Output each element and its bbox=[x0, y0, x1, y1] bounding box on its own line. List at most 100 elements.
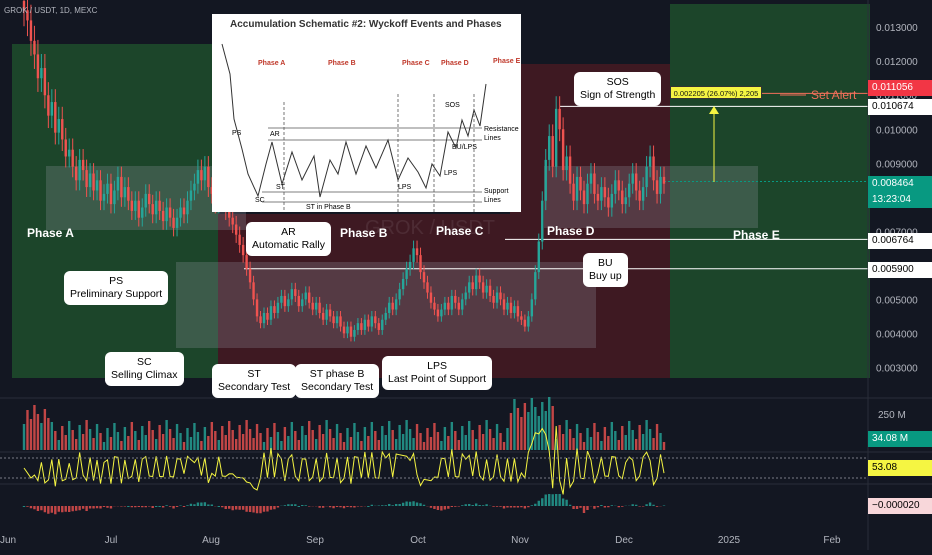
macd-bar bbox=[381, 505, 383, 506]
volume-bar bbox=[576, 424, 578, 450]
callout-lps-text: Last Point of Support bbox=[388, 373, 486, 386]
callout-ar[interactable]: AR Automatic Rally bbox=[246, 222, 331, 256]
candle-body bbox=[96, 180, 98, 190]
macd-bar bbox=[513, 506, 515, 508]
macd-bar bbox=[82, 506, 84, 509]
volume-bar bbox=[190, 437, 192, 450]
volume-bar bbox=[419, 433, 421, 450]
candle-body bbox=[273, 306, 275, 313]
y-tick-label: 0.010000 bbox=[876, 125, 918, 136]
volume-bar bbox=[597, 432, 599, 450]
macd-bar bbox=[336, 506, 338, 507]
volume-bar bbox=[499, 433, 501, 450]
macd-bar bbox=[51, 506, 53, 513]
macd-bar bbox=[165, 505, 167, 506]
volume-bar bbox=[402, 434, 404, 450]
macd-bar bbox=[120, 506, 122, 507]
macd-bar bbox=[531, 505, 533, 506]
callout-bu[interactable]: BU Buy up bbox=[583, 253, 628, 287]
macd-bar bbox=[621, 506, 623, 507]
callout-sc[interactable]: SC Selling Climax bbox=[105, 352, 184, 386]
candle-body bbox=[503, 299, 505, 309]
macd-bar bbox=[92, 506, 94, 509]
volume-bar bbox=[628, 421, 630, 450]
candle-body bbox=[280, 296, 282, 303]
volume-bar bbox=[138, 440, 140, 450]
macd-bar bbox=[277, 506, 279, 508]
callout-stb-text: Secondary Test bbox=[301, 381, 373, 394]
candle-body bbox=[471, 282, 473, 289]
macd-bar bbox=[343, 506, 345, 508]
macd-bar bbox=[270, 506, 272, 510]
macd-bar bbox=[127, 506, 129, 507]
macd-bar bbox=[103, 506, 105, 507]
candle-body bbox=[551, 136, 553, 167]
macd-bar bbox=[54, 506, 56, 514]
candle-body bbox=[649, 156, 651, 166]
candle-body bbox=[492, 296, 494, 303]
callout-lps[interactable]: LPS Last Point of Support bbox=[382, 356, 492, 390]
callout-ps[interactable]: PS Preliminary Support bbox=[64, 271, 168, 305]
callout-sos[interactable]: SOS Sign of Strength bbox=[574, 72, 661, 106]
volume-bar bbox=[451, 422, 453, 450]
macd-bar bbox=[235, 506, 237, 510]
candle-body bbox=[162, 211, 164, 221]
volume-bar bbox=[572, 438, 574, 450]
volume-last-tag: 34.08 M bbox=[868, 431, 932, 447]
volume-bar bbox=[280, 441, 282, 450]
macd-bar bbox=[541, 498, 543, 506]
volume-bar bbox=[437, 432, 439, 450]
candle-body bbox=[346, 327, 348, 334]
macd-bar bbox=[607, 506, 609, 507]
candle-body bbox=[294, 289, 296, 296]
candle-body bbox=[231, 218, 233, 225]
volume-bar bbox=[468, 421, 470, 450]
macd-bar bbox=[58, 506, 60, 512]
phase-b-label: Phase B bbox=[340, 226, 387, 240]
volume-bar bbox=[371, 422, 373, 450]
y-tick-label: 0.005000 bbox=[876, 295, 918, 306]
volume-bar bbox=[569, 429, 571, 450]
candle-body bbox=[145, 194, 147, 208]
set-alert-label[interactable]: Set Alert bbox=[811, 88, 856, 102]
candle-body bbox=[405, 269, 407, 279]
candle-body bbox=[242, 245, 244, 255]
candle-body bbox=[381, 320, 383, 330]
macd-bar bbox=[419, 503, 421, 506]
candle-body bbox=[315, 303, 317, 310]
candle-body bbox=[148, 194, 150, 204]
candle-body bbox=[277, 303, 279, 313]
volume-bar bbox=[527, 412, 529, 450]
macd-bar bbox=[398, 504, 400, 506]
macd-bar bbox=[284, 505, 286, 506]
x-tick-label: Dec bbox=[615, 535, 633, 546]
volume-bar bbox=[277, 432, 279, 450]
candle-body bbox=[89, 173, 91, 187]
x-tick-label: Oct bbox=[410, 535, 426, 546]
candle-body bbox=[65, 139, 67, 156]
macd-bar bbox=[44, 506, 46, 512]
volume-bar bbox=[471, 430, 473, 450]
phase-e-label: Phase E bbox=[733, 228, 780, 242]
candle-body bbox=[534, 272, 536, 299]
macd-bar bbox=[225, 506, 227, 509]
candle-body bbox=[357, 323, 359, 330]
volume-bar bbox=[583, 442, 585, 450]
countdown-tag: 13:23:04 bbox=[868, 192, 932, 208]
candle-body bbox=[607, 197, 609, 207]
volume-bar bbox=[412, 438, 414, 450]
callout-st[interactable]: ST Secondary Test bbox=[212, 364, 296, 398]
macd-bar bbox=[638, 506, 640, 507]
candle-body bbox=[461, 299, 463, 309]
callout-st-phase-b[interactable]: ST phase B Secondary Test bbox=[295, 364, 379, 398]
candle-body bbox=[44, 68, 46, 95]
volume-bar bbox=[343, 442, 345, 450]
volume-bar bbox=[524, 403, 526, 450]
measure-tool-label[interactable]: 0.002205 (26.07%) 2,205 bbox=[670, 86, 762, 99]
candle-body bbox=[40, 68, 42, 78]
macd-bar bbox=[252, 506, 254, 513]
macd-bar bbox=[510, 506, 512, 508]
candle-body bbox=[301, 299, 303, 306]
volume-bar bbox=[89, 429, 91, 450]
candle-body bbox=[642, 187, 644, 201]
